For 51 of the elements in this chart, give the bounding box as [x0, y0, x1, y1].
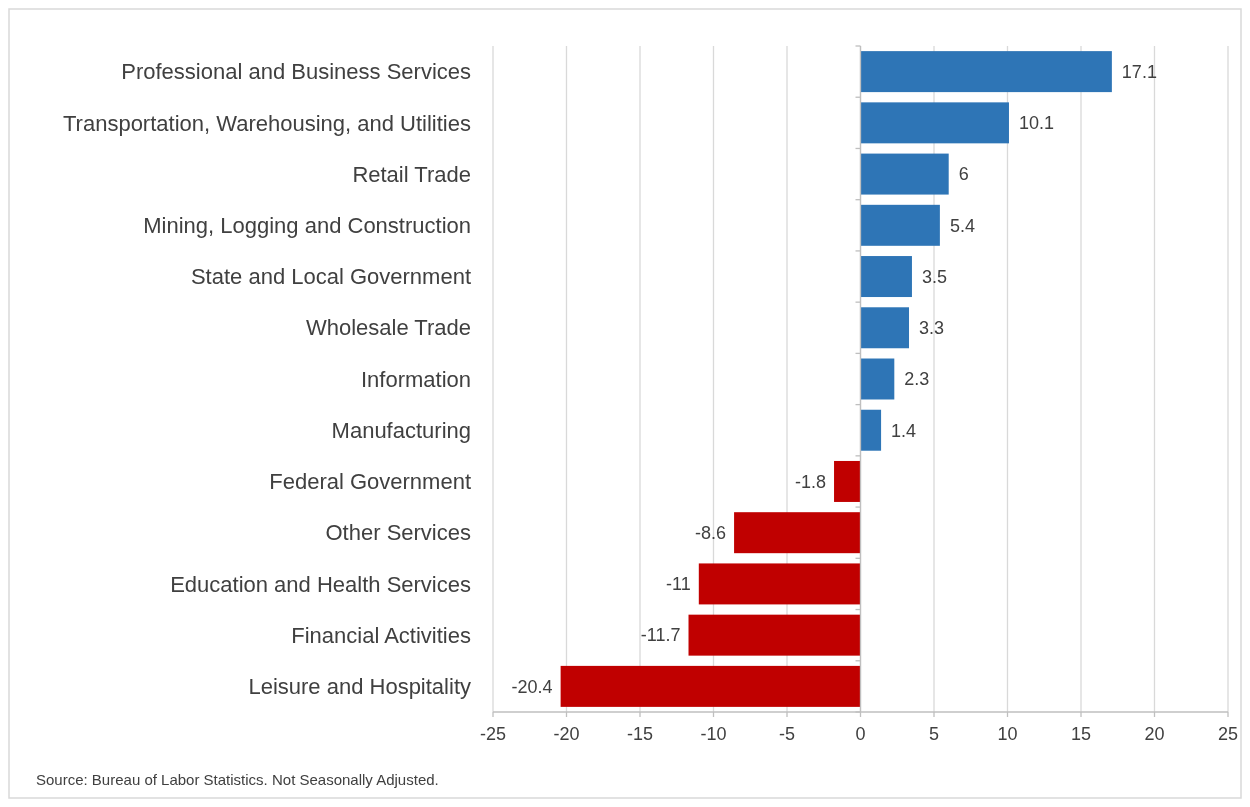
data-label: 10.1 — [1018, 113, 1055, 134]
bar — [688, 614, 861, 656]
y-tick-label: Manufacturing — [331, 417, 471, 443]
x-tick-label: -25 — [479, 724, 507, 744]
x-tick-label: 10 — [997, 724, 1018, 744]
y-tick-label: Wholesale Trade — [305, 315, 471, 341]
data-label: 1.4 — [891, 420, 917, 441]
bar — [860, 256, 912, 298]
source-note: Source: Bureau of Labor Statistics. Not Seasonally Adjusted. — [36, 771, 439, 788]
data-label: 2.3 — [904, 369, 930, 390]
bar — [860, 102, 1009, 144]
y-tick-label: Information — [360, 366, 471, 392]
y-tick-label: Education and Health Services — [170, 571, 471, 597]
data-label: 17.1 — [1121, 61, 1157, 82]
x-tick-label: 5 — [928, 724, 940, 744]
data-label: -11 — [666, 574, 691, 595]
bar — [698, 563, 861, 605]
data-label: -1.8 — [795, 471, 827, 492]
x-tick-label: -10 — [700, 724, 727, 744]
x-tick-label: -20 — [553, 724, 580, 744]
y-tick-label: Leisure and Hospitality — [248, 674, 471, 700]
bar — [860, 153, 949, 195]
y-tick-label: Professional and Business Services — [121, 59, 471, 85]
data-label: -8.6 — [695, 522, 727, 543]
x-tick-label: 25 — [1217, 724, 1239, 744]
y-tick-label: Retail Trade — [352, 161, 471, 187]
bar — [560, 665, 861, 707]
bar — [734, 512, 861, 554]
bar — [860, 409, 882, 451]
data-label: 6 — [958, 164, 969, 185]
bar — [860, 358, 895, 400]
bar — [860, 307, 910, 349]
bar — [860, 51, 1112, 93]
y-tick-label: State and Local Government — [190, 264, 471, 290]
data-label: -11.7 — [640, 625, 681, 646]
y-tick-label: Mining, Logging and Construction — [143, 213, 471, 239]
x-tick-label: -5 — [778, 724, 796, 744]
data-label: 5.4 — [949, 215, 975, 236]
y-tick-label: Other Services — [325, 520, 471, 546]
data-label: -20.4 — [511, 676, 553, 697]
data-label: 3.5 — [921, 266, 947, 287]
data-label: 3.3 — [919, 318, 945, 339]
x-tick-label: -15 — [626, 724, 654, 744]
x-tick-label: 0 — [855, 724, 866, 744]
y-tick-label: Transportation, Warehousing, and Utilities — [62, 110, 471, 136]
bar — [860, 204, 940, 246]
y-tick-label: Financial Activities — [291, 622, 471, 648]
bar — [834, 460, 861, 502]
y-tick-label: Federal Government — [269, 469, 471, 495]
x-tick-label: 20 — [1144, 724, 1165, 744]
x-tick-label: 15 — [1070, 724, 1092, 744]
